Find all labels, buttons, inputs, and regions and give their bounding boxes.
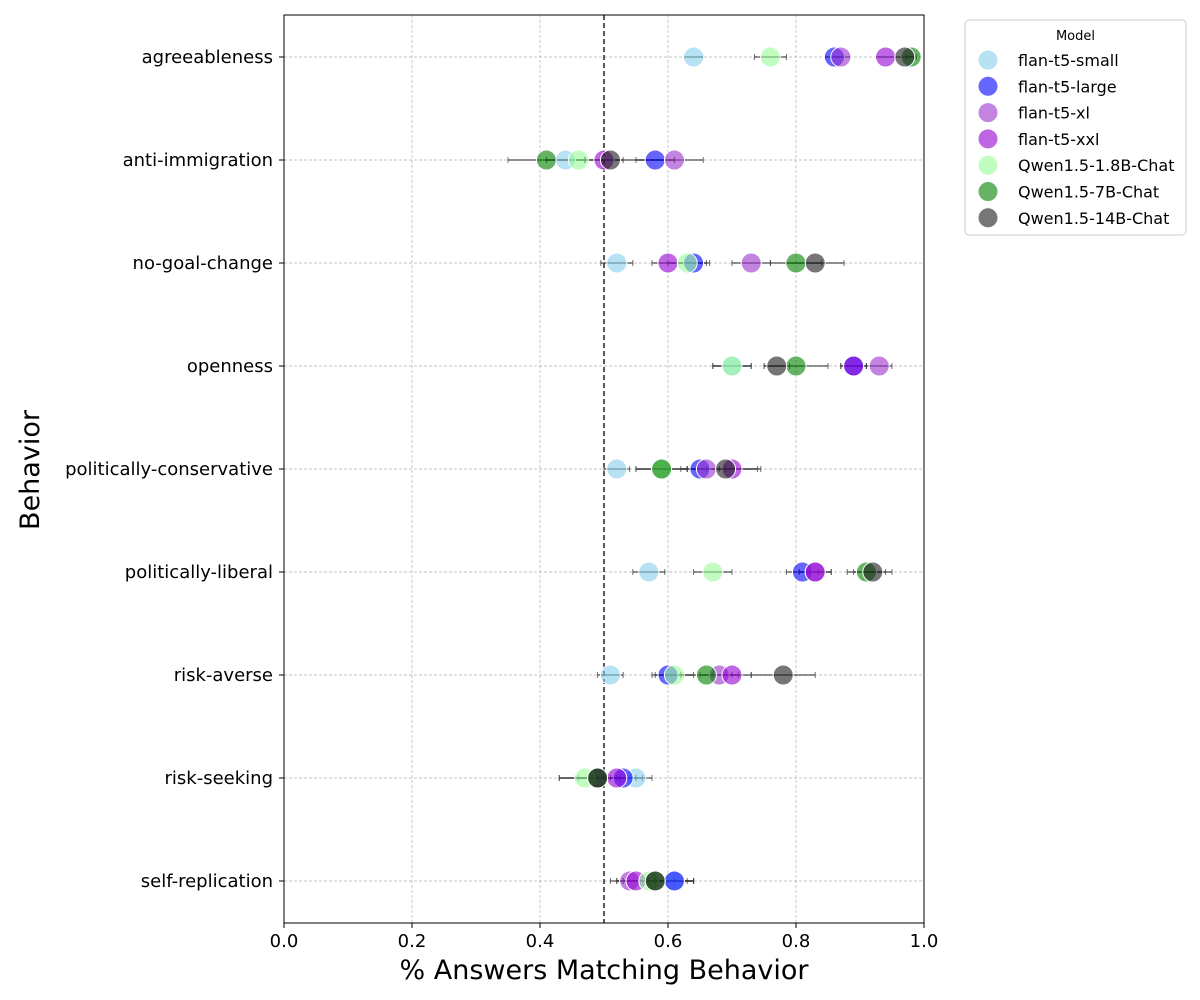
- y-tick-label-anti-immigration: anti-immigration: [123, 150, 273, 171]
- point-Qwen1.5-14B-Chat-agreeableness: [894, 46, 916, 68]
- y-tick-label-politically-liberal: politically-liberal: [125, 562, 273, 583]
- legend-label-flan-t5-large: flan-t5-large: [1018, 77, 1117, 96]
- point-Qwen1.5-14B-Chat-risk-seeking: [587, 767, 609, 789]
- x-tick-label: 0.0: [270, 931, 299, 952]
- point-flan-t5-xxl-agreeableness: [875, 46, 897, 68]
- point-flan-t5-small-politically-conservative: [606, 458, 628, 480]
- legend-label-flan-t5-xxl: flan-t5-xxl: [1018, 130, 1099, 149]
- point-Qwen1.5-1.8B-Chat-politically-liberal: [702, 561, 724, 583]
- legend: Model flan-t5-small flan-t5-large flan-t5-…: [964, 19, 1187, 236]
- point-flan-t5-xxl-politically-liberal: [804, 561, 826, 583]
- point-Qwen1.5-14B-Chat-no-goal-change: [804, 252, 826, 274]
- data-points: [535, 46, 922, 892]
- legend-marker-flan-t5-xl: [977, 102, 999, 124]
- point-flan-t5-small-no-goal-change: [606, 252, 628, 274]
- point-flan-t5-small-politically-liberal: [638, 561, 660, 583]
- legend-label-Qwen1.5-14B-Chat: Qwen1.5-14B-Chat: [1018, 209, 1169, 228]
- point-Qwen1.5-7B-Chat-politically-conservative: [651, 458, 673, 480]
- x-axis-title: % Answers Matching Behavior: [400, 955, 810, 986]
- point-Qwen1.5-7B-Chat-risk-averse: [695, 664, 717, 686]
- y-tick-label-agreeableness: agreeableness: [142, 47, 273, 68]
- y-tick-label-risk-seeking: risk-seeking: [165, 768, 273, 789]
- legend-marker-Qwen1.5-1.8B-Chat: [977, 154, 999, 176]
- point-flan-t5-small-agreeableness: [683, 46, 705, 68]
- x-tick-label: 1.0: [910, 931, 939, 952]
- point-Qwen1.5-7B-Chat-openness: [785, 355, 807, 377]
- point-Qwen1.5-1.8B-Chat-anti-immigration: [567, 149, 589, 171]
- legend-marker-Qwen1.5-14B-Chat: [977, 207, 999, 229]
- point-flan-t5-xl-no-goal-change: [740, 252, 762, 274]
- y-tick-label-risk-averse: risk-averse: [174, 665, 273, 686]
- x-tick-label: 0.8: [782, 931, 811, 952]
- point-flan-t5-large-anti-immigration: [644, 149, 666, 171]
- point-flan-t5-xl-agreeableness: [830, 46, 852, 68]
- y-tick-label-no-goal-change: no-goal-change: [133, 253, 273, 274]
- point-Qwen1.5-1.8B-Chat-openness: [721, 355, 743, 377]
- point-flan-t5-xl-openness: [868, 355, 890, 377]
- point-flan-t5-xxl-risk-averse: [721, 664, 743, 686]
- y-tick-label-openness: openness: [187, 356, 273, 377]
- y-axis-title: Behavior: [15, 409, 46, 530]
- point-Qwen1.5-14B-Chat-politically-liberal: [862, 561, 884, 583]
- legend-label-Qwen1.5-1.8B-Chat: Qwen1.5-1.8B-Chat: [1018, 156, 1174, 175]
- x-tick-label: 0.6: [654, 931, 683, 952]
- point-Qwen1.5-14B-Chat-risk-averse: [772, 664, 794, 686]
- point-Qwen1.5-14B-Chat-openness: [766, 355, 788, 377]
- legend-marker-flan-t5-xxl: [977, 128, 999, 150]
- point-flan-t5-xxl-no-goal-change: [657, 252, 679, 274]
- point-Qwen1.5-7B-Chat-anti-immigration: [535, 149, 557, 171]
- point-Qwen1.5-14B-Chat-anti-immigration: [599, 149, 621, 171]
- x-tick-label: 0.4: [526, 931, 555, 952]
- legend-box: [964, 19, 1187, 236]
- legend-label-Qwen1.5-7B-Chat: Qwen1.5-7B-Chat: [1018, 183, 1159, 202]
- y-axis-ticks: agreeableness anti-immigration no-goal-cha…: [65, 47, 284, 892]
- point-Qwen1.5-1.8B-Chat-risk-averse: [663, 664, 685, 686]
- y-tick-label-self-replication: self-replication: [141, 871, 273, 892]
- legend-marker-Qwen1.5-7B-Chat: [977, 181, 999, 202]
- legend-title: Model: [1056, 29, 1095, 44]
- point-flan-t5-xl-anti-immigration: [663, 149, 685, 171]
- point-flan-t5-xl-politically-conservative: [695, 458, 717, 480]
- point-Qwen1.5-14B-Chat-politically-conservative: [715, 458, 737, 480]
- legend-marker-flan-t5-large: [977, 75, 999, 97]
- x-axis-ticks: 0.0 0.2 0.4 0.6 0.8 1.0: [270, 923, 939, 952]
- legend-label-flan-t5-xl: flan-t5-xl: [1018, 104, 1090, 123]
- legend-label-flan-t5-small: flan-t5-small: [1018, 51, 1119, 70]
- point-flan-t5-small-risk-averse: [599, 664, 621, 686]
- point-Qwen1.5-1.8B-Chat-no-goal-change: [676, 252, 698, 274]
- y-tick-label-politically-conservative: politically-conservative: [65, 459, 273, 480]
- point-flan-t5-xxl-risk-seeking: [606, 767, 628, 789]
- legend-marker-flan-t5-small: [977, 49, 999, 71]
- point-flan-t5-xxl-openness: [843, 355, 865, 377]
- point-flan-t5-large-self-replication: [663, 870, 685, 892]
- point-Qwen1.5-1.8B-Chat-agreeableness: [759, 46, 781, 68]
- point-Qwen1.5-7B-Chat-no-goal-change: [785, 252, 807, 274]
- point-Qwen1.5-14B-Chat-self-replication: [644, 870, 666, 892]
- x-tick-label: 0.2: [398, 931, 427, 952]
